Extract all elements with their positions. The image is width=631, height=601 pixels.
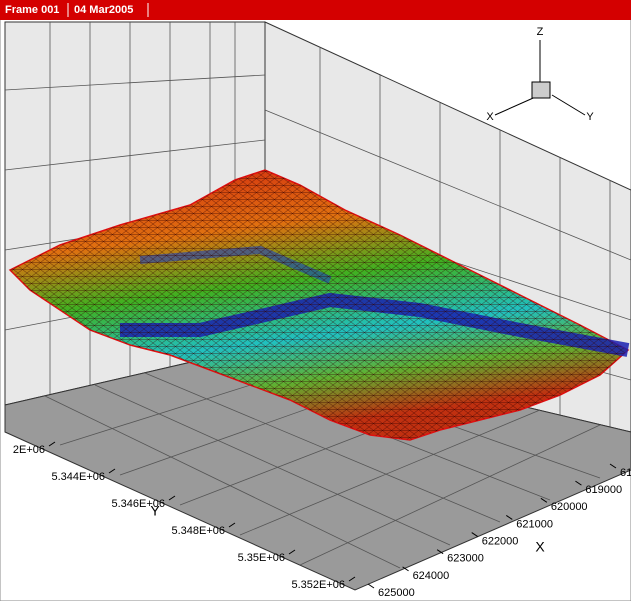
screen: Frame 001 04 Mar2005 Z X Y Y X 2E+065.34…: [0, 0, 631, 601]
triad-label: Y: [586, 111, 594, 123]
y-tick-label: 5.346E+06: [111, 498, 165, 510]
y-tick-label: 5.348E+06: [171, 525, 225, 537]
x-tick-label: 621000: [516, 518, 553, 530]
x-tick-label: 619000: [585, 484, 622, 496]
x-tick-label: 61: [620, 467, 631, 479]
date-label: 04 Mar2005: [74, 4, 133, 16]
x-tick-label: 624000: [413, 570, 450, 582]
x-tick-label: 625000: [378, 587, 415, 599]
x-tick-label: 623000: [447, 553, 484, 565]
frame-label: Frame 001: [5, 4, 59, 16]
triad-label: X: [486, 111, 494, 123]
triad-label: Z: [537, 26, 544, 38]
x-tick-label: 622000: [482, 535, 519, 547]
y-tick-label: 2E+06: [13, 444, 45, 456]
y-tick-label: 5.344E+06: [51, 471, 105, 483]
y-tick-label: 5.35E+06: [238, 552, 285, 564]
y-tick-label: 5.352E+06: [291, 579, 345, 591]
x-tick-label: 620000: [551, 501, 588, 513]
x-axis-label: X: [535, 539, 545, 555]
